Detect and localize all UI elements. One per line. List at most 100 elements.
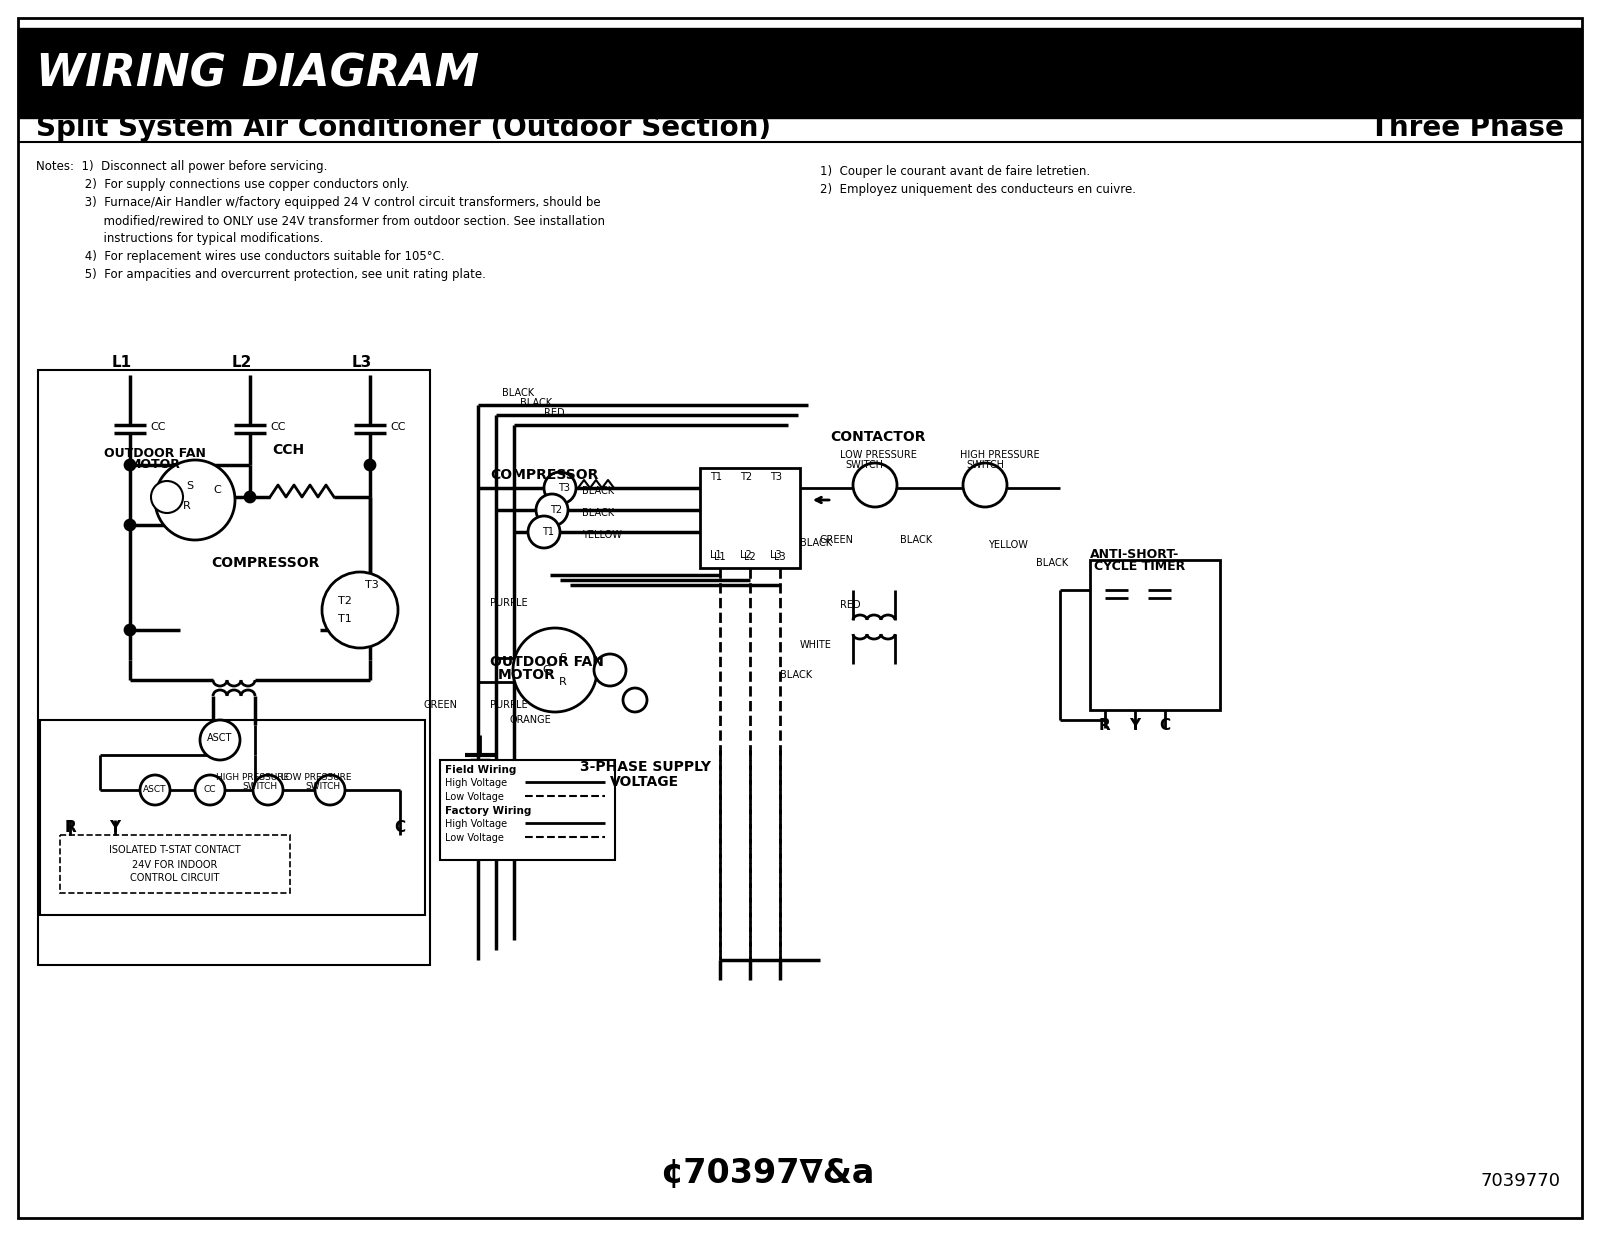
Text: R: R — [1099, 718, 1110, 733]
Text: BLACK: BLACK — [899, 535, 933, 545]
Text: MOTOR: MOTOR — [498, 667, 555, 682]
Text: C: C — [542, 665, 550, 675]
Text: HIGH PRESSURE: HIGH PRESSURE — [216, 772, 290, 782]
Circle shape — [528, 515, 560, 548]
Circle shape — [853, 464, 898, 507]
Text: BLACK: BLACK — [582, 486, 614, 496]
Text: SWITCH: SWITCH — [243, 782, 277, 791]
Text: C: C — [395, 819, 405, 836]
Text: instructions for typical modifications.: instructions for typical modifications. — [35, 232, 323, 245]
Text: 3)  Furnace/Air Handler w/factory equipped 24 V control circuit transformers, sh: 3) Furnace/Air Handler w/factory equippe… — [35, 197, 600, 209]
Text: CONTROL CIRCUIT: CONTROL CIRCUIT — [130, 873, 219, 883]
Text: R: R — [64, 819, 75, 836]
Text: T3: T3 — [365, 580, 379, 590]
Text: T3: T3 — [770, 472, 782, 482]
Text: L3: L3 — [774, 552, 786, 562]
Text: 4)  For replacement wires use conductors suitable for 105°C.: 4) For replacement wires use conductors … — [35, 250, 445, 263]
Text: T1: T1 — [542, 527, 554, 536]
Text: High Voltage: High Voltage — [445, 819, 507, 829]
Text: SWITCH: SWITCH — [845, 460, 883, 470]
Text: LOW PRESSURE: LOW PRESSURE — [280, 772, 352, 782]
Text: COMPRESSOR: COMPRESSOR — [211, 556, 318, 570]
Text: L2: L2 — [744, 552, 755, 562]
Circle shape — [594, 654, 626, 686]
Text: ¢70397∇&a: ¢70397∇&a — [661, 1157, 874, 1190]
Bar — [18, 28, 1582, 117]
Text: RED: RED — [544, 408, 565, 418]
Text: BLACK: BLACK — [800, 538, 832, 548]
Text: S: S — [187, 481, 194, 491]
Bar — [701, 468, 800, 569]
Text: 2)  For supply connections use copper conductors only.: 2) For supply connections use copper con… — [35, 178, 410, 192]
Text: OUTDOOR FAN: OUTDOOR FAN — [490, 655, 603, 669]
Bar — [440, 760, 614, 860]
Text: Factory Wiring: Factory Wiring — [445, 806, 531, 816]
Text: T2: T2 — [338, 596, 352, 606]
Text: ASCT: ASCT — [208, 733, 232, 743]
Text: CC: CC — [390, 421, 405, 433]
Circle shape — [200, 721, 240, 760]
Text: C: C — [1160, 718, 1171, 733]
Circle shape — [622, 688, 646, 712]
Text: CYCLE TIMER: CYCLE TIMER — [1094, 560, 1186, 574]
Text: L2: L2 — [739, 550, 752, 560]
Text: Low Voltage: Low Voltage — [445, 833, 504, 843]
Text: 7039770: 7039770 — [1480, 1172, 1560, 1190]
Text: GREEN: GREEN — [424, 700, 458, 709]
Text: L3: L3 — [352, 355, 373, 370]
Text: High Voltage: High Voltage — [445, 777, 507, 789]
Text: WIRING DIAGRAM: WIRING DIAGRAM — [35, 52, 478, 95]
Text: Notes:  1)  Disconnect all power before servicing.: Notes: 1) Disconnect all power before se… — [35, 159, 328, 173]
Text: BLACK: BLACK — [520, 398, 552, 408]
Circle shape — [536, 494, 568, 527]
Text: Three Phase: Three Phase — [1370, 114, 1565, 142]
Text: Y: Y — [109, 819, 120, 836]
Text: LOW PRESSURE: LOW PRESSURE — [840, 450, 917, 460]
Text: CC: CC — [203, 786, 216, 795]
Text: S: S — [560, 653, 566, 662]
Text: 2)  Employez uniquement des conducteurs en cuivre.: 2) Employez uniquement des conducteurs e… — [819, 183, 1136, 197]
Text: YELLOW: YELLOW — [989, 540, 1027, 550]
Circle shape — [544, 472, 576, 504]
Text: T1: T1 — [710, 472, 722, 482]
Text: L3: L3 — [770, 550, 782, 560]
Bar — [1090, 560, 1221, 709]
Text: L2: L2 — [232, 355, 253, 370]
Text: 24V FOR INDOOR: 24V FOR INDOOR — [133, 860, 218, 870]
Circle shape — [315, 775, 346, 805]
Text: WHITE: WHITE — [800, 640, 832, 650]
Text: ISOLATED T-STAT CONTACT: ISOLATED T-STAT CONTACT — [109, 845, 242, 855]
Circle shape — [195, 775, 226, 805]
Circle shape — [141, 775, 170, 805]
Text: Y: Y — [1130, 718, 1141, 733]
Text: PURPLE: PURPLE — [490, 598, 528, 608]
Circle shape — [125, 520, 134, 530]
Text: PURPLE: PURPLE — [490, 700, 528, 709]
Text: 5)  For ampacities and overcurrent protection, see unit rating plate.: 5) For ampacities and overcurrent protec… — [35, 268, 486, 281]
Text: T2: T2 — [550, 506, 562, 515]
Text: COMPRESSOR: COMPRESSOR — [490, 468, 598, 482]
Circle shape — [245, 492, 254, 502]
Text: GREEN: GREEN — [819, 535, 854, 545]
Circle shape — [125, 460, 134, 470]
Bar — [40, 721, 426, 915]
Text: Split System Air Conditioner (Outdoor Section): Split System Air Conditioner (Outdoor Se… — [35, 114, 771, 142]
Text: CC: CC — [270, 421, 285, 433]
Text: T2: T2 — [739, 472, 752, 482]
Circle shape — [514, 628, 597, 712]
Text: CC: CC — [150, 421, 165, 433]
Circle shape — [155, 460, 235, 540]
Text: L1: L1 — [112, 355, 133, 370]
Text: MOTOR: MOTOR — [130, 459, 181, 471]
Text: 1)  Couper le courant avant de faire letretien.: 1) Couper le courant avant de faire letr… — [819, 164, 1090, 178]
Text: SWITCH: SWITCH — [966, 460, 1005, 470]
Text: T3: T3 — [558, 483, 570, 493]
Circle shape — [125, 625, 134, 635]
Text: modified/rewired to ONLY use 24V transformer from outdoor section. See installat: modified/rewired to ONLY use 24V transfo… — [35, 214, 605, 227]
Bar — [38, 370, 430, 965]
Text: OUTDOOR FAN: OUTDOOR FAN — [104, 447, 206, 460]
Text: ORANGE: ORANGE — [510, 714, 552, 726]
Text: BLACK: BLACK — [582, 508, 614, 518]
Circle shape — [150, 481, 182, 513]
Text: HIGH PRESSURE: HIGH PRESSURE — [960, 450, 1040, 460]
